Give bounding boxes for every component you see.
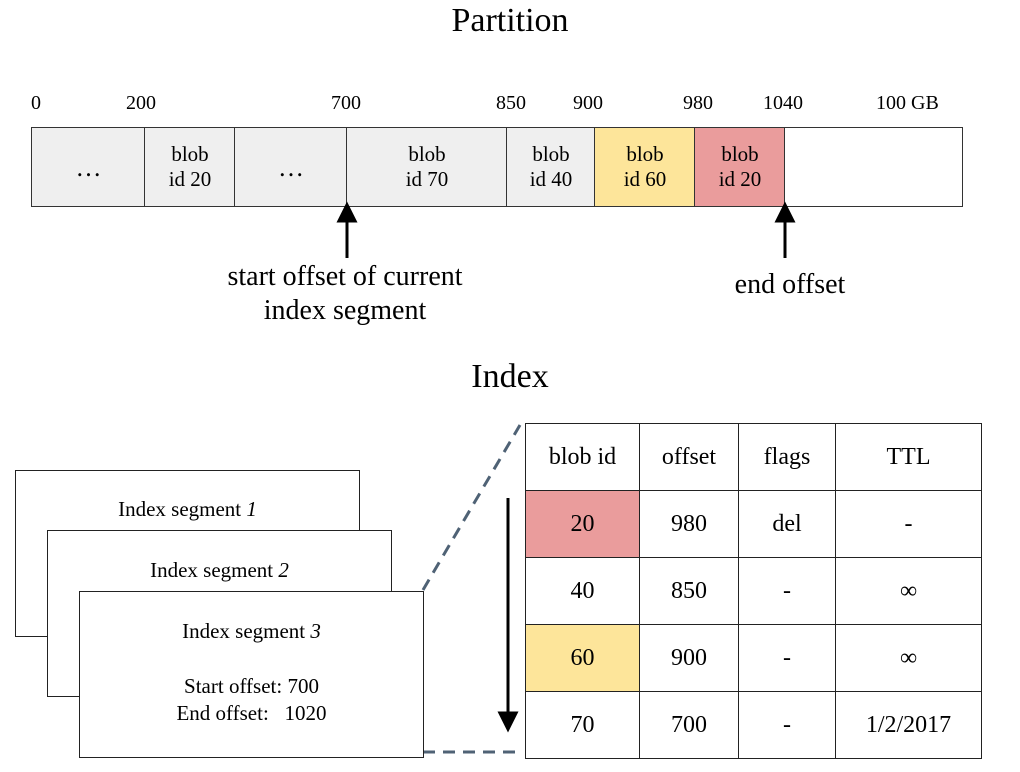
col-ttl: TTL — [835, 423, 982, 491]
index-segment-3: Index segment 3 Start offset: 700 End of… — [79, 591, 424, 758]
index-segment-3-start-offset: Start offset: 700 — [184, 674, 319, 698]
col-flags: flags — [738, 423, 836, 491]
tick-1040: 1040 — [763, 92, 803, 114]
cell-ttl: ∞ — [835, 557, 982, 625]
partition-cell-blob-40: blob id 40 — [506, 127, 596, 207]
cell-flags: - — [738, 624, 836, 692]
index-segment-2-label: Index segment 2 — [150, 558, 289, 582]
end-offset-caption: end offset — [734, 269, 846, 300]
col-blob-id: blob id — [525, 423, 640, 491]
partition-cell-blob-20-old: blob id 20 — [144, 127, 236, 207]
partition-cell-blob-70: blob id 70 — [346, 127, 508, 207]
tick-100gb: 100 GB — [876, 92, 939, 114]
cell-ttl: - — [835, 490, 982, 558]
cell-blob-id: 70 — [525, 691, 640, 759]
index-segment-1-label: Index segment 1 — [118, 497, 257, 521]
table-row: 60 900 - ∞ — [525, 624, 982, 692]
tick-980: 980 — [683, 92, 713, 114]
start-offset-caption: start offset of current index segment — [227, 261, 463, 326]
index-table: blob id offset flags TTL 20 980 del - 40… — [525, 423, 982, 759]
tick-0: 0 — [31, 92, 41, 114]
cell-offset: 900 — [639, 624, 739, 692]
tick-850: 850 — [496, 92, 526, 114]
cell-blob-id: 60 — [525, 624, 640, 692]
table-row: 20 980 del - — [525, 490, 982, 558]
cell-blob-id: 20 — [525, 490, 640, 558]
cell-flags: del — [738, 490, 836, 558]
cell-offset: 850 — [639, 557, 739, 625]
index-segment-3-end-offset: End offset: 1020 — [176, 701, 327, 725]
tick-900: 900 — [573, 92, 603, 114]
cell-ttl: 1/2/2017 — [835, 691, 982, 759]
index-segment-3-label: Index segment 3 — [182, 619, 321, 643]
cell-blob-id: 40 — [525, 557, 640, 625]
table-header-row: blob id offset flags TTL — [525, 423, 982, 491]
cell-offset: 980 — [639, 490, 739, 558]
partition-cell-ellipsis: … — [234, 127, 348, 207]
partition-cell-ellipsis: … — [31, 127, 146, 207]
index-title: Index — [471, 358, 549, 395]
table-row: 70 700 - 1/2/2017 — [525, 691, 982, 759]
partition-cell-free-space — [784, 127, 963, 207]
cell-flags: - — [738, 691, 836, 759]
zoom-dash-upper — [421, 424, 522, 591]
col-offset: offset — [639, 423, 739, 491]
cell-offset: 700 — [639, 691, 739, 759]
tick-200: 200 — [126, 92, 156, 114]
table-row: 40 850 - ∞ — [525, 557, 982, 625]
partition-title: Partition — [451, 2, 569, 39]
cell-flags: - — [738, 557, 836, 625]
cell-ttl: ∞ — [835, 624, 982, 692]
tick-700: 700 — [331, 92, 361, 114]
